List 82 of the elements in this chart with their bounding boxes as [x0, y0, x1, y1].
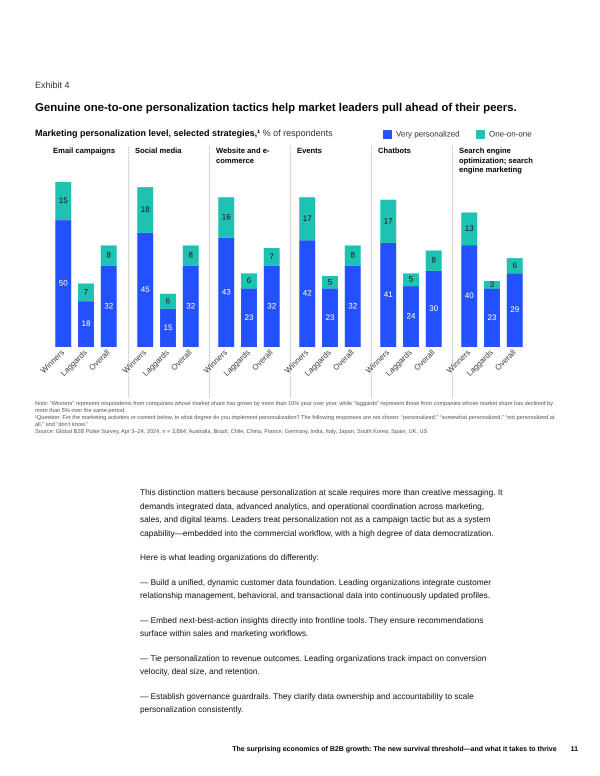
- data-label: 32: [348, 301, 358, 310]
- text: — Establish governance guardrails. They clarify data ownership and accountability to scale personalization consistently.: [140, 690, 475, 716]
- data-label: 7: [84, 287, 89, 296]
- data-label: 17: [302, 214, 312, 223]
- data-label: 32: [104, 301, 114, 310]
- bar: [322, 276, 338, 289]
- bar: [426, 250, 442, 271]
- bar: [241, 288, 257, 347]
- text: Genuine one-to-one personalization tactics help market leaders pull ahead of their peers.: [35, 102, 518, 114]
- bar: [241, 273, 257, 289]
- text: This distinction matters because personalization at scale requires more than creative messaging. It demands integrated data, advanced analytics, and operational coordination across marketing, sales, and digital teams. Leaders treat personalization not as a campaign tactic but as a system capability—embedded into the commercial workflow, with a high degree of data democratization.: [140, 486, 504, 540]
- bar: [182, 245, 199, 266]
- bar: [344, 266, 361, 347]
- bar: [100, 266, 117, 347]
- data-label: 7: [270, 252, 275, 261]
- bar: [461, 212, 478, 246]
- data-label: 15: [58, 196, 68, 206]
- data-label: 23: [244, 312, 254, 322]
- data-label: 23: [488, 312, 497, 322]
- bar: [264, 248, 280, 266]
- data-label: 16: [222, 212, 232, 222]
- data-label: 30: [429, 304, 439, 313]
- bar: [380, 242, 396, 347]
- legend-label: Very personalized: [396, 130, 460, 139]
- bar: [506, 273, 523, 347]
- data-label: 32: [267, 301, 277, 310]
- bar: [100, 245, 117, 266]
- bar: [137, 232, 154, 347]
- bar: [344, 245, 361, 266]
- bar: [299, 240, 316, 347]
- data-label: 45: [140, 284, 150, 294]
- data-label: 41: [384, 290, 394, 299]
- data-label: 13: [464, 224, 474, 233]
- data-label: 32: [186, 301, 196, 310]
- data-label: 23: [326, 312, 335, 322]
- data-label: 50: [58, 278, 68, 288]
- bar: [506, 258, 523, 274]
- text: — Embed next-best-action insights directly into frontline tools. They ensure recommendations surface within sales and marketing workflows.: [140, 614, 484, 640]
- bar: [264, 266, 280, 347]
- data-label: 18: [140, 204, 150, 214]
- data-label: 40: [464, 291, 474, 300]
- bar: [218, 197, 234, 238]
- data-label: 3: [490, 280, 495, 289]
- bar: [403, 273, 419, 286]
- bar: [55, 220, 72, 347]
- bar: [182, 266, 199, 347]
- data-label: 18: [82, 319, 91, 328]
- data-label: 15: [164, 322, 173, 332]
- data-label: 5: [408, 274, 414, 284]
- text: Marketing personalization level, selected strategies,¹ % of respondents: [35, 128, 333, 138]
- bar: [160, 294, 176, 309]
- data-label: 8: [350, 250, 356, 260]
- text: Exhibit 4: [35, 80, 71, 90]
- bar: [426, 270, 442, 347]
- data-label: 24: [406, 312, 416, 321]
- bar: [461, 245, 478, 347]
- data-label: 8: [432, 256, 437, 265]
- data-label: 29: [510, 305, 520, 314]
- bar: [484, 288, 500, 347]
- bar: [218, 238, 234, 347]
- data-label: 6: [246, 276, 252, 285]
- text: — Build a unified, dynamic customer data foundation. Leading organizations integrate customer relationship management, behavioral, and transactional data into continuously updated profiles.: [140, 576, 492, 602]
- data-label: 8: [106, 250, 112, 260]
- text: Here is what leading organizations do differently:: [140, 551, 320, 564]
- text: — Tie personalization to revenue outcomes. Leading organizations track impact on conversion velocity, deal size, and retention.: [140, 652, 488, 678]
- data-label: 42: [302, 288, 312, 298]
- legend-label: One-on-one: [489, 130, 532, 139]
- bar: [78, 301, 94, 347]
- bar: [137, 187, 154, 233]
- data-label: 6: [512, 260, 518, 270]
- bar: [403, 286, 419, 347]
- bar: [322, 288, 338, 347]
- bar: [78, 284, 94, 302]
- data-label: 6: [166, 296, 171, 306]
- bar: [160, 308, 176, 347]
- data-label: 5: [328, 277, 333, 286]
- data-label: 43: [222, 287, 232, 296]
- bar: [299, 197, 316, 240]
- bar: [380, 200, 396, 243]
- data-label: 8: [188, 250, 194, 260]
- bar: [55, 182, 72, 220]
- data-label: 17: [384, 216, 394, 226]
